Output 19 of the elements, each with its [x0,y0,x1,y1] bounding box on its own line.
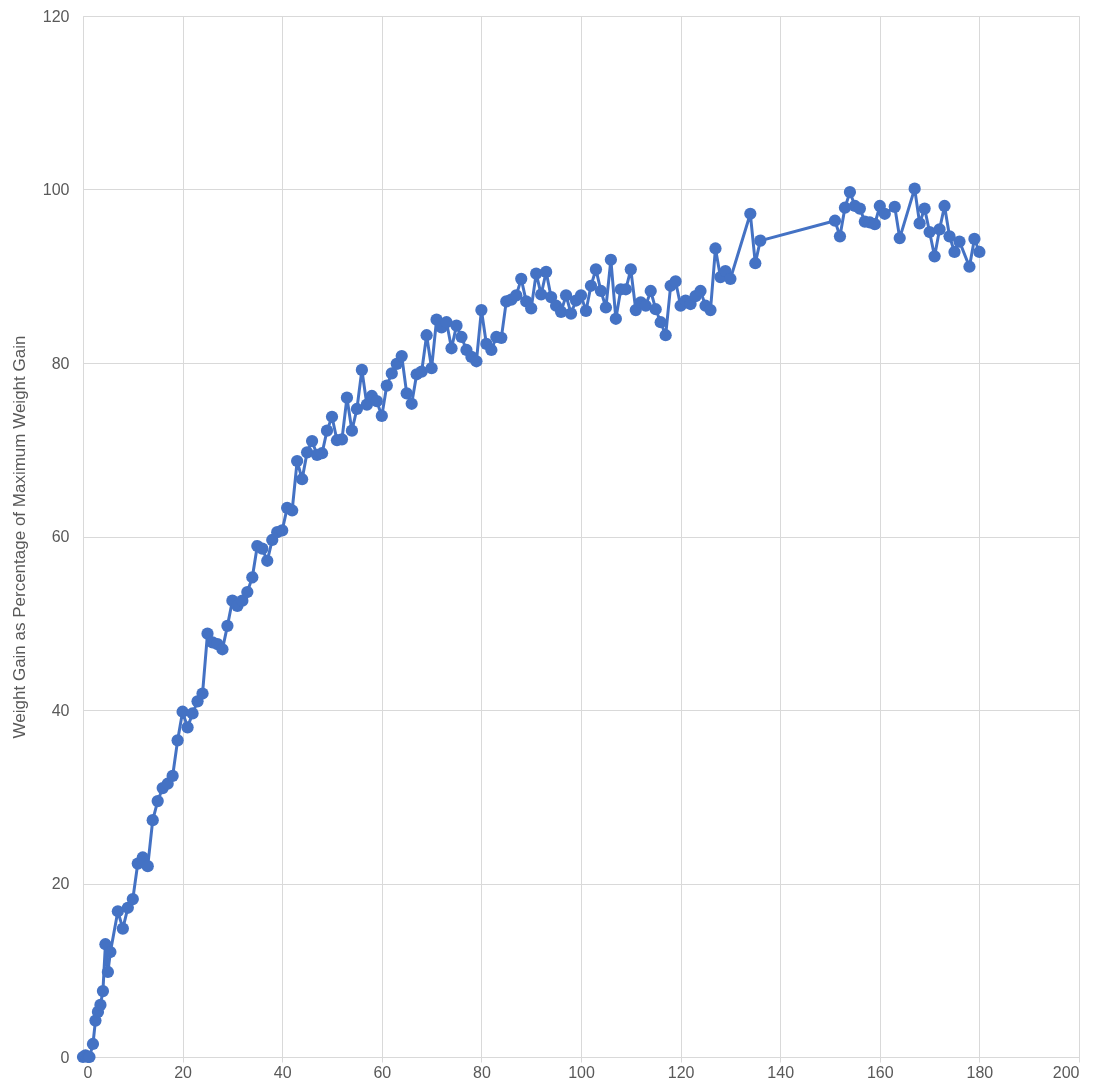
x-tick-label: 140 [767,1063,795,1081]
x-tick-label: 180 [966,1063,994,1081]
y-tick-label: 0 [60,1048,70,1066]
y-tick-label: 120 [42,7,70,25]
y-tick-label: 40 [51,701,70,719]
x-tick-label: 20 [174,1063,193,1081]
x-tick-label: 100 [568,1063,595,1081]
x-tick-label: 0 [83,1063,93,1081]
x-tick-label: 80 [473,1063,491,1081]
y-axis-title: Weight Gain as Percentage of Maximum Weight Gain [9,335,29,739]
x-tick-label: 160 [866,1063,894,1081]
y-tick-label: 80 [51,354,70,372]
y-tick-label: 60 [51,528,70,545]
x-tick-label: 60 [373,1063,392,1081]
x-tick-label: 120 [667,1063,695,1081]
y-tick-label: 100 [42,181,70,198]
x-tick-label: 40 [273,1063,292,1081]
y-tick-label: 20 [51,875,70,892]
x-tick-label: 200 [1052,1063,1080,1081]
